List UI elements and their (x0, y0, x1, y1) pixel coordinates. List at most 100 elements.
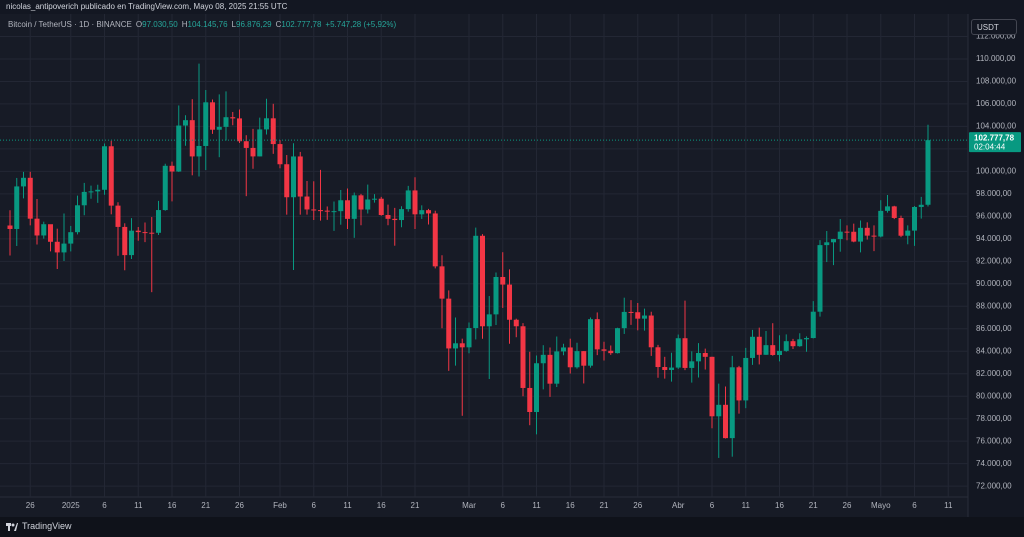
candle-body (54, 241, 60, 253)
y-tick-label: 90.000,00 (976, 279, 1012, 288)
candles (0, 63, 968, 458)
candle-body (439, 266, 445, 299)
candle-body (871, 235, 877, 237)
candle-body (486, 314, 492, 327)
x-tick-label: 11 (742, 501, 751, 510)
field-key: O (135, 20, 143, 29)
candle-body (446, 298, 452, 349)
x-tick-label: 21 (201, 501, 210, 510)
x-tick-label: 2025 (62, 501, 80, 510)
candle-body (696, 353, 701, 362)
candle-body (169, 165, 175, 172)
logo (6, 523, 18, 531)
candle-body (675, 338, 681, 368)
candle-body (378, 198, 384, 216)
candle-body (27, 177, 33, 219)
candle-body (203, 102, 209, 146)
candle-body (615, 328, 620, 354)
candle-body (270, 118, 276, 145)
candle-body (68, 232, 74, 244)
candle-body (709, 356, 715, 417)
candle-body (729, 367, 735, 439)
x-tick-label: Mar (462, 501, 476, 510)
candle-body (426, 210, 431, 214)
candle-body (628, 311, 634, 313)
candle-body (918, 204, 924, 207)
y-tick-label: 86.000,00 (976, 324, 1012, 333)
candle-body (358, 195, 364, 210)
x-tick-label: 21 (809, 501, 818, 510)
y-tick-label: 88.000,00 (976, 301, 1012, 310)
x-tick-label: 6 (710, 501, 715, 510)
candle-body (783, 341, 789, 351)
countdown: 02:04:44 (974, 142, 1006, 151)
candle-body (898, 217, 904, 236)
x-tick-label: 11 (134, 501, 143, 510)
y-tick-label: 84.000,00 (976, 346, 1012, 355)
currency-button[interactable]: USDT (971, 19, 1017, 35)
candle-body (88, 191, 94, 193)
y-tick-label: 82.000,00 (976, 369, 1012, 378)
candle-body (473, 235, 479, 329)
x-tick-label: 26 (843, 501, 852, 510)
candle-body (176, 125, 182, 172)
candle-body (912, 206, 917, 231)
candle-body (756, 336, 762, 355)
candle-body (324, 210, 330, 212)
candle-body (561, 347, 566, 352)
candle-body (385, 215, 391, 219)
x-tick-label: 26 (235, 501, 244, 510)
candle-body (885, 206, 890, 211)
candle-body (905, 230, 911, 236)
candle-body (588, 319, 593, 366)
candle-body (682, 338, 688, 368)
y-tick-label: 98.000,00 (976, 189, 1012, 198)
field-value: 104.145,76 (187, 20, 228, 29)
y-tick-label: 74.000,00 (976, 459, 1012, 468)
y-tick-label: 112.000,00 (976, 32, 1016, 41)
chart: 72.000,00 74.000,00 76.000,00 78.000,00 80.0… (0, 14, 1021, 517)
candle-body (223, 117, 229, 127)
candle-body (540, 354, 546, 364)
candle-body (250, 147, 256, 157)
x-tick-label: Abr (672, 501, 685, 510)
last-price-label: 102.777,78 (974, 133, 1015, 142)
candle-body (81, 191, 87, 206)
candle-body (365, 199, 371, 210)
y-tick-label: 108.000,00 (976, 77, 1017, 86)
candle-body (419, 210, 425, 215)
candle-body (608, 350, 614, 354)
candle-body (831, 239, 836, 243)
field-key: L (231, 20, 236, 29)
candle-body (574, 351, 580, 368)
x-tick-label: 6 (312, 501, 317, 510)
y-tick-label: 100.000,00 (976, 166, 1017, 175)
candle-body (257, 129, 263, 157)
candle-body (851, 231, 857, 242)
candle-body (183, 120, 188, 126)
candle-body (243, 141, 249, 148)
ohlc-fields: O97.030,50 H104.145,76 L96.876,29 C102.777,… (132, 20, 322, 29)
candle-body (594, 319, 600, 350)
candle-body (513, 319, 519, 327)
y-tick-label: 78.000,00 (976, 414, 1012, 423)
candle-body (466, 328, 472, 348)
candle-body (736, 367, 742, 401)
x-tick-label: 26 (633, 501, 642, 510)
candle-body (493, 276, 499, 315)
candle-body (743, 357, 749, 401)
y-tick-label: 72.000,00 (976, 481, 1012, 490)
x-tick-label: Feb (273, 501, 287, 510)
y-tick-label: 104.000,00 (976, 122, 1017, 131)
x-tick-label: 16 (377, 501, 386, 510)
candle-body (716, 404, 722, 417)
candle-body (547, 354, 553, 384)
candle-body (810, 311, 816, 339)
x-tick-label: 6 (501, 501, 506, 510)
candle-body (702, 353, 708, 357)
candle-body (837, 231, 843, 240)
candle-body (777, 350, 782, 355)
candle-body (162, 165, 168, 211)
x-tick-label: 11 (343, 501, 352, 510)
change: +5.747,28 (+5,92%) (325, 20, 397, 29)
